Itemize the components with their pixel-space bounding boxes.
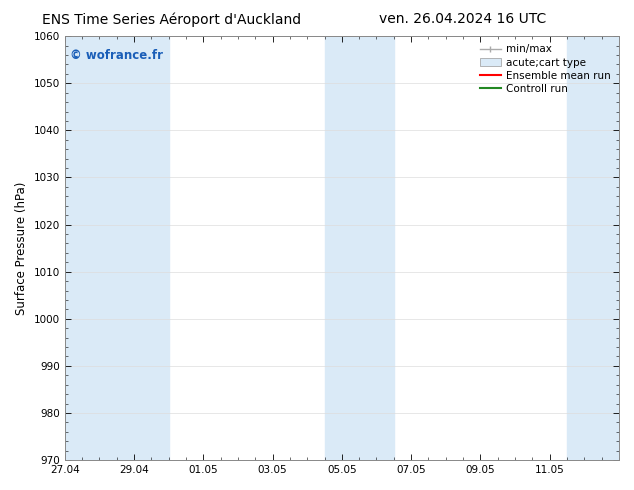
- Bar: [359, 36, 394, 460]
- Y-axis label: Surface Pressure (hPa): Surface Pressure (hPa): [15, 181, 28, 315]
- Text: ven. 26.04.2024 16 UTC: ven. 26.04.2024 16 UTC: [379, 12, 547, 26]
- Bar: [65, 36, 100, 460]
- Bar: [325, 36, 359, 460]
- Bar: [100, 36, 169, 460]
- Text: © wofrance.fr: © wofrance.fr: [70, 49, 163, 62]
- Bar: [567, 36, 619, 460]
- Text: ENS Time Series Aéroport d'Auckland: ENS Time Series Aéroport d'Auckland: [42, 12, 301, 27]
- Legend: min/max, acute;cart type, Ensemble mean run, Controll run: min/max, acute;cart type, Ensemble mean …: [477, 41, 614, 97]
